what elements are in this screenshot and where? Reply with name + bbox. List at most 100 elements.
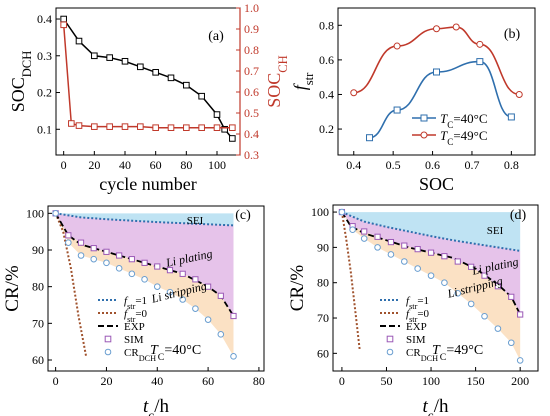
x-tick-label: 80 xyxy=(253,374,265,388)
x-tick-label: 100 xyxy=(422,374,440,388)
sim-point xyxy=(192,276,199,283)
annot-val: =40°C xyxy=(164,343,201,358)
region-stripping xyxy=(55,213,234,357)
x-tick-label: 20 xyxy=(88,158,100,172)
data-point xyxy=(221,125,228,133)
x-tick-label: 200 xyxy=(511,374,529,388)
data-point xyxy=(91,123,98,130)
crdch-point xyxy=(90,255,98,263)
data-point xyxy=(106,123,113,130)
y-tick-label: 0.7 xyxy=(244,64,259,78)
crdch-point xyxy=(128,270,136,278)
legend-label: fstr=1 xyxy=(406,295,429,311)
series-line-left xyxy=(63,18,233,139)
data-point xyxy=(60,21,67,29)
data-point xyxy=(167,74,175,82)
y-axis-label: CR/% xyxy=(2,265,23,312)
legend-label: CRDCH xyxy=(406,347,438,363)
legend-label: TC=49°C xyxy=(440,128,488,147)
crdch-point xyxy=(192,305,199,312)
legend-label: CRDCH xyxy=(124,347,156,363)
temperature-annotation: TC=40°C xyxy=(150,343,201,363)
x-tick-label: 20 xyxy=(100,374,112,388)
sim-point xyxy=(517,311,524,318)
crdch-point xyxy=(467,300,475,308)
y-tick-label: 80 xyxy=(317,276,329,290)
data-point xyxy=(452,23,460,31)
y-tick-label: 90 xyxy=(317,240,329,254)
sim-point xyxy=(230,312,237,320)
sim-point xyxy=(179,270,186,277)
crdch-point xyxy=(52,210,59,217)
x-tick-label: 0 xyxy=(53,374,59,388)
crdch-point xyxy=(516,357,524,364)
data-point xyxy=(476,40,484,48)
x-tick-label: 40 xyxy=(119,158,131,172)
legend-label-rest: =49°C xyxy=(453,128,487,143)
y-axis-label-left-base: SOC xyxy=(8,77,28,112)
y-tick-label: 0.4 xyxy=(319,87,334,101)
legend-label: SIM xyxy=(406,334,426,346)
crdch-point xyxy=(204,316,212,323)
panel-tag: (c) xyxy=(235,208,251,223)
y-tick-label: 90 xyxy=(32,243,44,257)
y-axis-label-right-sub: CH xyxy=(276,55,290,73)
region-sei xyxy=(55,213,234,226)
y-tick-label: 60 xyxy=(317,346,329,360)
x-axis-unit: /h xyxy=(154,396,169,416)
annot-T: T xyxy=(432,343,441,358)
y-axis-label-f: f xyxy=(290,82,310,90)
sim-point xyxy=(204,283,212,290)
sim-point xyxy=(374,233,381,240)
data-point xyxy=(137,123,144,130)
x-axis-sub: c xyxy=(148,408,154,416)
legend-label: EXP xyxy=(124,321,145,333)
data-point xyxy=(121,123,129,130)
y-tick-label: 0.3 xyxy=(37,49,52,63)
data-point xyxy=(515,90,523,98)
crdch-point xyxy=(349,226,356,234)
sim-point xyxy=(166,267,174,274)
data-point xyxy=(507,113,515,121)
legend-cr: CR xyxy=(406,347,421,359)
y-axis-label: fstr xyxy=(290,72,316,90)
region-plating xyxy=(55,213,234,316)
legend-marker xyxy=(386,348,394,356)
legend-label: fstr=0 xyxy=(406,308,430,324)
y-axis-label-right-base: SOC xyxy=(264,73,284,108)
data-point xyxy=(152,124,159,132)
data-point xyxy=(167,124,175,132)
y-tick-label: 0.8 xyxy=(244,43,259,57)
legend-label-rest: =40°C xyxy=(453,111,487,126)
y-tick-label: 0.4 xyxy=(37,12,52,26)
x-axis-label: cycle number xyxy=(99,174,196,194)
panel-b: 0.4 0.5 0.6 0.7 0.80.20.40.60.8(b)TC=40°CTC=… xyxy=(290,7,536,194)
sim-point xyxy=(116,252,123,259)
sim-point xyxy=(65,232,72,239)
legend-label: TC=40°C xyxy=(440,111,488,130)
region-plating xyxy=(341,212,521,315)
data-point xyxy=(152,69,159,76)
data-point xyxy=(433,25,440,33)
sim-point xyxy=(90,245,97,252)
crdch-point xyxy=(153,283,161,290)
crdch-point xyxy=(387,251,395,258)
data-point xyxy=(183,124,190,132)
legend-sub: str xyxy=(409,302,418,311)
legend-rest: =0 xyxy=(417,308,429,320)
legend-cr: CR xyxy=(124,347,139,359)
data-point xyxy=(476,58,484,66)
series-line-right xyxy=(62,24,233,129)
crdch-point xyxy=(374,244,381,251)
sim-point xyxy=(468,263,475,270)
y-tick-label: 0.6 xyxy=(244,85,259,99)
crdch-point xyxy=(115,265,123,272)
sim-point xyxy=(441,253,448,260)
panel-tag: (d) xyxy=(510,208,527,223)
sim-point xyxy=(128,256,135,263)
y-tick-label: 0.5 xyxy=(244,106,259,120)
legend-marker xyxy=(420,131,428,139)
legend-marker xyxy=(420,114,428,122)
